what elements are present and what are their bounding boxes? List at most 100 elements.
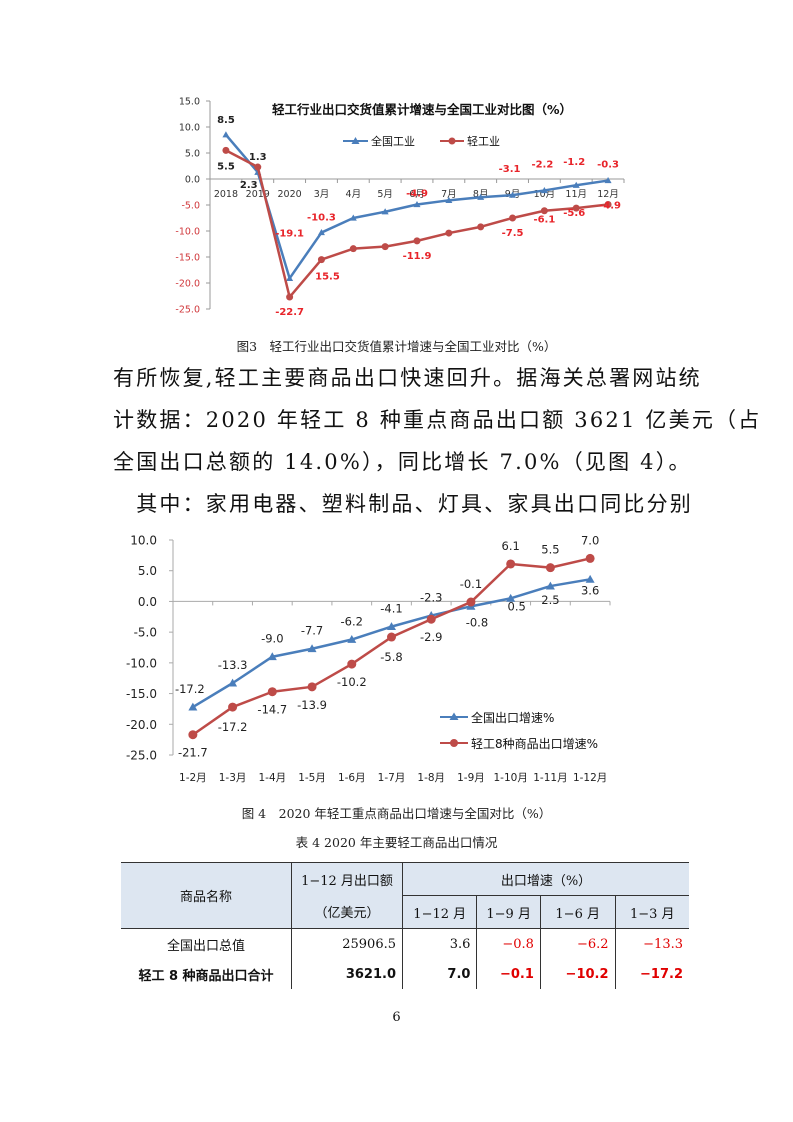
triangle-marker-icon (347, 635, 357, 643)
triangle-marker-icon (449, 712, 459, 720)
figure3-chart: 15.0 10.0 5.0 0.0 -5.0 -10.0 -15.0 -20.0 -25.0 20… (175, 97, 625, 318)
table-row: 轻工 8 种商品出口合计 3621.0 7.0 −0.1 −10.2 −17.2 (121, 959, 689, 989)
circle-marker-icon (477, 223, 485, 231)
triangle-marker-icon (540, 186, 548, 194)
row-value: 3.6 (401, 928, 478, 959)
svg-text:-1.2: -1.2 (563, 157, 585, 168)
svg-text:3月: 3月 (314, 189, 330, 200)
svg-text:6月: 6月 (409, 189, 425, 200)
legend: 全国出口增速% 轻工8种商品出口增速% (440, 710, 598, 751)
svg-text:-7.5: -7.5 (502, 228, 524, 239)
circle-marker-icon (572, 204, 580, 212)
svg-text:-14.7: -14.7 (257, 703, 287, 717)
triangle-marker-icon (286, 274, 294, 281)
circle-marker-icon (448, 137, 456, 145)
circle-marker-icon (585, 553, 595, 563)
svg-text:0.0: 0.0 (185, 175, 200, 186)
svg-text:全国工业: 全国工业 (371, 134, 415, 148)
svg-text:15.5: 15.5 (315, 272, 340, 283)
triangle-marker-icon (445, 196, 453, 203)
paragraph-line: 全国出口总额的 14.0%），同比增长 7.0%（见图 4）。 (113, 450, 692, 474)
svg-text:2018: 2018 (214, 189, 238, 200)
svg-text:1-11月: 1-11月 (533, 772, 567, 784)
triangle-marker-icon (222, 131, 230, 138)
data-labels: -17.2 -13.3 -9.0 -7.7 -6.2 -4.1 -2.3 -0.8 0.5 2.5… (175, 533, 599, 759)
svg-text:1-4月: 1-4月 (258, 772, 286, 784)
page-number: 6 (392, 1010, 401, 1025)
triangle-marker-icon (413, 200, 421, 208)
header-period: 1−6 月 (539, 895, 616, 929)
svg-text:-13.9: -13.9 (297, 698, 327, 712)
figure4-chart: 10.0 5.0 0.0 -5.0 -10.0 -15.0 -20.0 -25.0 1-2月 1-… (126, 533, 611, 784)
circle-marker-icon (387, 632, 396, 642)
svg-text:-7.7: -7.7 (301, 624, 323, 638)
svg-text:15.0: 15.0 (179, 97, 200, 108)
triangle-marker-icon (349, 214, 357, 221)
circle-marker-icon (381, 243, 389, 251)
circle-marker-icon (604, 200, 612, 208)
svg-text:2020: 2020 (278, 189, 302, 200)
data-labels: 8.5 1.3 -19.1-10.3 -4.9 -3.1 -2.2 -1.2 -0.3 5.5 2… (217, 115, 621, 318)
svg-text:-10.3: -10.3 (307, 213, 336, 224)
body-paragraph: 有所恢复,轻工主要商品出口快速回升。据海关总署网站统 计数据：2020 年轻工 … (113, 357, 762, 525)
svg-text:12月: 12月 (597, 189, 619, 200)
y-axis: 10.0 5.0 0.0 -5.0 -10.0 -15.0 -20.0 -25.0 1-2月 1-… (126, 534, 611, 784)
circle-marker-icon (349, 245, 357, 253)
paragraph-line: 计数据：2020 年轻工 8 种重点商品出口额 3621 亿美元（占 (113, 408, 762, 432)
circle-marker-icon (228, 702, 238, 712)
svg-text:1-10月: 1-10月 (494, 772, 528, 784)
chart-lines (222, 131, 612, 301)
svg-text:-2.2: -2.2 (531, 159, 553, 170)
triangle-marker-icon (307, 644, 317, 653)
svg-text:-5.0: -5.0 (134, 626, 157, 640)
svg-text:全国出口增速%: 全国出口增速% (471, 710, 554, 725)
svg-text:-17.2: -17.2 (218, 720, 248, 734)
svg-text:-10.0: -10.0 (175, 227, 200, 238)
circle-marker-icon (307, 682, 317, 692)
svg-text:-15.0: -15.0 (126, 687, 157, 701)
svg-text:1-8月: 1-8月 (417, 772, 445, 784)
svg-text:轻工8种商品出口增速%: 轻工8种商品出口增速% (471, 736, 598, 751)
svg-text:-11.9: -11.9 (403, 251, 432, 262)
svg-text:7月: 7月 (441, 189, 457, 200)
svg-text:-2.9: -2.9 (420, 630, 442, 644)
svg-text:-6.1: -6.1 (533, 215, 555, 226)
triangle-marker-icon (545, 581, 555, 590)
circle-marker-icon (540, 207, 548, 215)
svg-text:8.5: 8.5 (217, 115, 235, 126)
triangle-marker-icon (572, 181, 580, 188)
circle-marker-icon (450, 739, 458, 747)
svg-text:-13.3: -13.3 (218, 658, 248, 672)
table-row: 全国出口总值 25906.5 3.6 −0.8 −6.2 −13.3 (121, 928, 689, 959)
triangle-marker-icon (188, 702, 198, 711)
svg-text:1-12月: 1-12月 (573, 772, 607, 784)
svg-text:-15.0: -15.0 (175, 253, 200, 264)
svg-text:-0.8: -0.8 (466, 615, 488, 629)
svg-text:4月: 4月 (346, 189, 362, 200)
circle-marker-icon (254, 163, 262, 171)
svg-text:0.0: 0.0 (138, 595, 157, 609)
svg-text:-4.9: -4.9 (406, 188, 428, 199)
svg-text:2.5: 2.5 (541, 593, 559, 607)
row-amount: 3621.0 (291, 959, 403, 989)
svg-text:11月: 11月 (565, 189, 587, 200)
triangle-marker-icon (585, 574, 595, 583)
circle-marker-icon (545, 563, 555, 573)
triangle-marker-icon (604, 177, 612, 184)
triangle-marker-icon (317, 229, 325, 236)
circle-marker-icon (222, 146, 230, 154)
triangle-marker-icon (381, 208, 389, 215)
svg-text:1-9月: 1-9月 (457, 772, 485, 784)
row-name: 全国出口总值 (121, 928, 292, 959)
svg-text:-5.0: -5.0 (181, 201, 200, 212)
row-value: −0.1 (476, 959, 541, 989)
svg-text:6.1: 6.1 (502, 539, 520, 553)
svg-text:2019: 2019 (246, 189, 270, 200)
circle-marker-icon (506, 559, 516, 569)
row-amount: 25906.5 (291, 928, 403, 959)
svg-text:5.0: 5.0 (138, 564, 157, 578)
svg-text:5.0: 5.0 (185, 149, 200, 160)
chart-title: 轻工行业出口交货值累计增速与全国工业对比图（%） (272, 102, 572, 117)
svg-text:1.3: 1.3 (249, 152, 267, 163)
svg-text:-10.2: -10.2 (337, 675, 367, 689)
